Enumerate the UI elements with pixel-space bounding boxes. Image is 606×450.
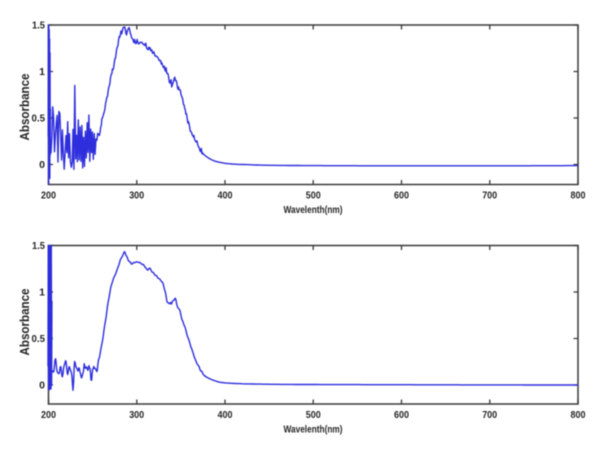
svg-text:700: 700 <box>482 189 497 201</box>
svg-text:600: 600 <box>394 409 409 421</box>
svg-text:700: 700 <box>482 409 497 421</box>
svg-text:0.5: 0.5 <box>32 113 46 125</box>
svg-text:600: 600 <box>394 189 409 201</box>
svg-text:1.5: 1.5 <box>32 20 45 32</box>
svg-text:0.5: 0.5 <box>32 333 46 345</box>
svg-text:Wavelenth(nm): Wavelenth(nm) <box>284 424 343 435</box>
svg-text:500: 500 <box>306 189 321 201</box>
svg-text:0: 0 <box>39 159 45 171</box>
svg-text:800: 800 <box>571 189 586 201</box>
svg-text:300: 300 <box>129 409 144 421</box>
svg-text:1.5: 1.5 <box>32 240 45 252</box>
svg-text:1: 1 <box>39 287 45 299</box>
svg-text:400: 400 <box>218 409 233 421</box>
svg-text:300: 300 <box>129 189 144 201</box>
svg-text:1: 1 <box>39 66 45 78</box>
svg-text:400: 400 <box>218 189 233 201</box>
svg-text:800: 800 <box>571 409 586 421</box>
svg-text:0: 0 <box>39 380 45 392</box>
svg-text:200: 200 <box>41 189 56 201</box>
svg-text:Absorbance: Absorbance <box>18 288 32 355</box>
svg-text:Wavelenth(nm): Wavelenth(nm) <box>284 205 343 216</box>
svg-text:500: 500 <box>306 409 321 421</box>
svg-text:Absorbance: Absorbance <box>18 73 32 140</box>
svg-text:200: 200 <box>41 409 56 421</box>
